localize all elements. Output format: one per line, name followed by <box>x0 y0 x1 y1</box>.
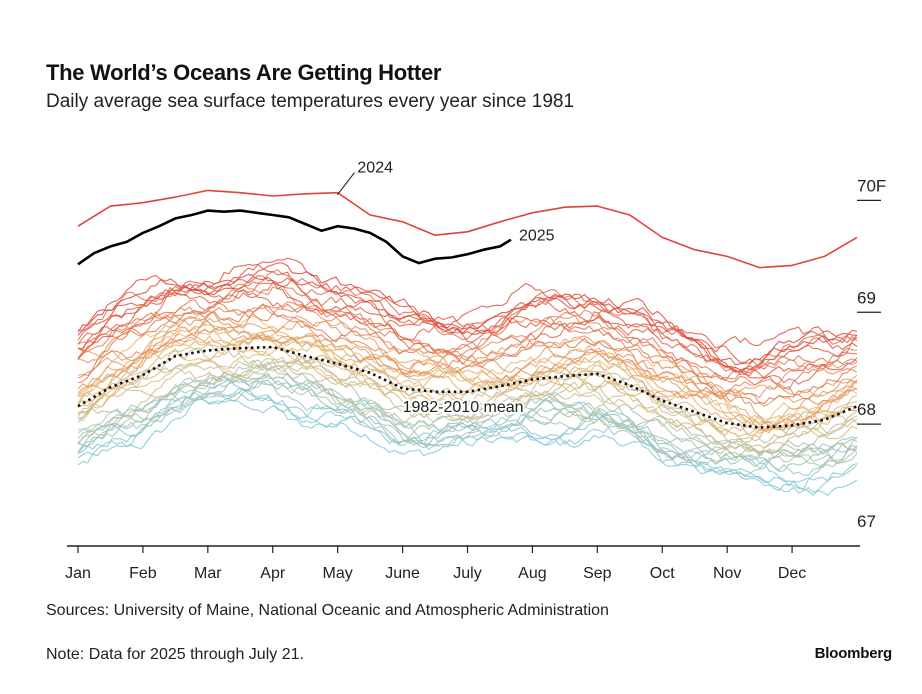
year-line-2020 <box>77 275 858 379</box>
year-line-1992 <box>77 369 858 466</box>
series-2024-line <box>77 189 858 269</box>
year-line-2015 <box>77 282 858 382</box>
x-tick-label-apr: Apr <box>260 565 286 582</box>
year-line-2021 <box>77 257 858 353</box>
chart-subtitle: Daily average sea surface temperatures e… <box>46 91 575 112</box>
x-tick-label-june: June <box>385 565 420 582</box>
x-tick-label-jan: Jan <box>65 565 91 582</box>
year-line-2014 <box>77 303 858 405</box>
bloomberg-logo: Bloomberg <box>814 645 893 662</box>
sources-note: Sources: University of Maine, National O… <box>46 602 609 619</box>
year-line-2002 <box>77 315 858 423</box>
data-note: Note: Data for 2025 through July 21. <box>46 646 304 663</box>
x-tick-label-oct: Oct <box>650 565 675 582</box>
year-line-1984 <box>77 390 858 494</box>
x-tick-label-sep: Sep <box>583 565 612 582</box>
x-tick-label-dec: Dec <box>778 565 806 582</box>
year-line-1988 <box>77 372 858 470</box>
year-line-2023 <box>77 262 858 366</box>
year-line-2022 <box>77 274 858 373</box>
year-line-2006 <box>77 322 858 431</box>
year-line-2018 <box>77 277 858 376</box>
year-line-1991 <box>77 357 858 454</box>
x-tick-label-mar: Mar <box>194 565 222 582</box>
year-line-2001 <box>77 340 858 443</box>
label-2024: 2024 <box>357 160 393 177</box>
year-line-2019 <box>77 263 858 370</box>
x-tick-label-aug: Aug <box>518 565 546 582</box>
year-line-2010 <box>77 301 858 399</box>
series-2025-line <box>77 209 512 266</box>
year-line-1996 <box>77 346 858 452</box>
x-tick-label-july: July <box>453 565 481 582</box>
chart-title: The World’s Oceans Are Getting Hotter <box>46 60 442 85</box>
year-line-2005 <box>77 317 858 431</box>
year-line-2011 <box>77 303 858 406</box>
label-2025: 2025 <box>519 228 555 245</box>
x-tick-label-nov: Nov <box>713 565 741 582</box>
x-tick-label-may: May <box>323 565 353 582</box>
y-tick-label-68: 68 <box>857 400 876 419</box>
series-mean-line <box>77 345 858 429</box>
y-tick-label-70: 70F <box>857 176 886 195</box>
year-line-1986 <box>77 381 858 478</box>
year-line-1997 <box>77 360 858 451</box>
label-mean: 1982-2010 mean <box>403 399 524 416</box>
label-2024-leader <box>336 172 355 195</box>
label-mean-halo: 1982-2010 mean <box>403 399 524 416</box>
x-tick-label-feb: Feb <box>129 565 157 582</box>
year-line-2013 <box>77 299 858 391</box>
y-tick-label-67: 67 <box>857 512 876 531</box>
y-tick-label-69: 69 <box>857 288 876 307</box>
